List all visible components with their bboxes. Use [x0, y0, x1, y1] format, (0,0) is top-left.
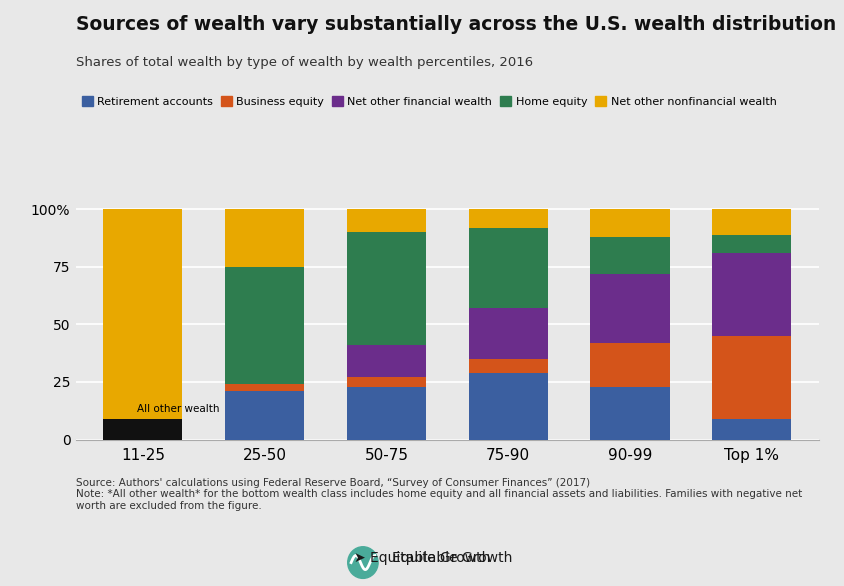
Bar	[591, 343, 669, 387]
Bar	[468, 308, 548, 359]
Bar	[712, 209, 792, 235]
Bar	[712, 253, 792, 336]
Bar	[225, 391, 304, 440]
Bar	[347, 209, 426, 233]
Bar	[712, 419, 792, 440]
Text: Source: Authors' calculations using Federal Reserve Board, “Survey of Consumer F: Source: Authors' calculations using Fede…	[76, 478, 802, 511]
Bar	[591, 274, 669, 343]
Bar	[103, 209, 182, 419]
Bar	[591, 387, 669, 440]
Bar	[591, 237, 669, 274]
Text: All other wealth: All other wealth	[137, 404, 219, 414]
Bar	[468, 228, 548, 308]
Bar	[225, 209, 304, 267]
Bar	[347, 387, 426, 440]
Bar	[591, 209, 669, 237]
Bar	[468, 373, 548, 440]
Bar	[468, 209, 548, 228]
Text: ➤ Equitable Growth: ➤ Equitable Growth	[354, 551, 490, 565]
Bar	[225, 384, 304, 391]
Bar	[468, 359, 548, 373]
Text: Equitable Growth: Equitable Growth	[392, 551, 513, 565]
Text: Shares of total wealth by type of wealth by wealth percentiles, 2016: Shares of total wealth by type of wealth…	[76, 56, 533, 69]
Bar	[103, 419, 182, 440]
Bar	[225, 267, 304, 384]
Bar	[347, 233, 426, 345]
Bar	[712, 336, 792, 419]
Bar	[347, 345, 426, 377]
Text: Sources of wealth vary substantially across the U.S. wealth distribution: Sources of wealth vary substantially acr…	[76, 15, 836, 33]
Bar	[347, 377, 426, 387]
Bar	[712, 235, 792, 253]
Circle shape	[348, 547, 378, 578]
Legend: Retirement accounts, Business equity, Net other financial wealth, Home equity, N: Retirement accounts, Business equity, Ne…	[82, 96, 776, 107]
